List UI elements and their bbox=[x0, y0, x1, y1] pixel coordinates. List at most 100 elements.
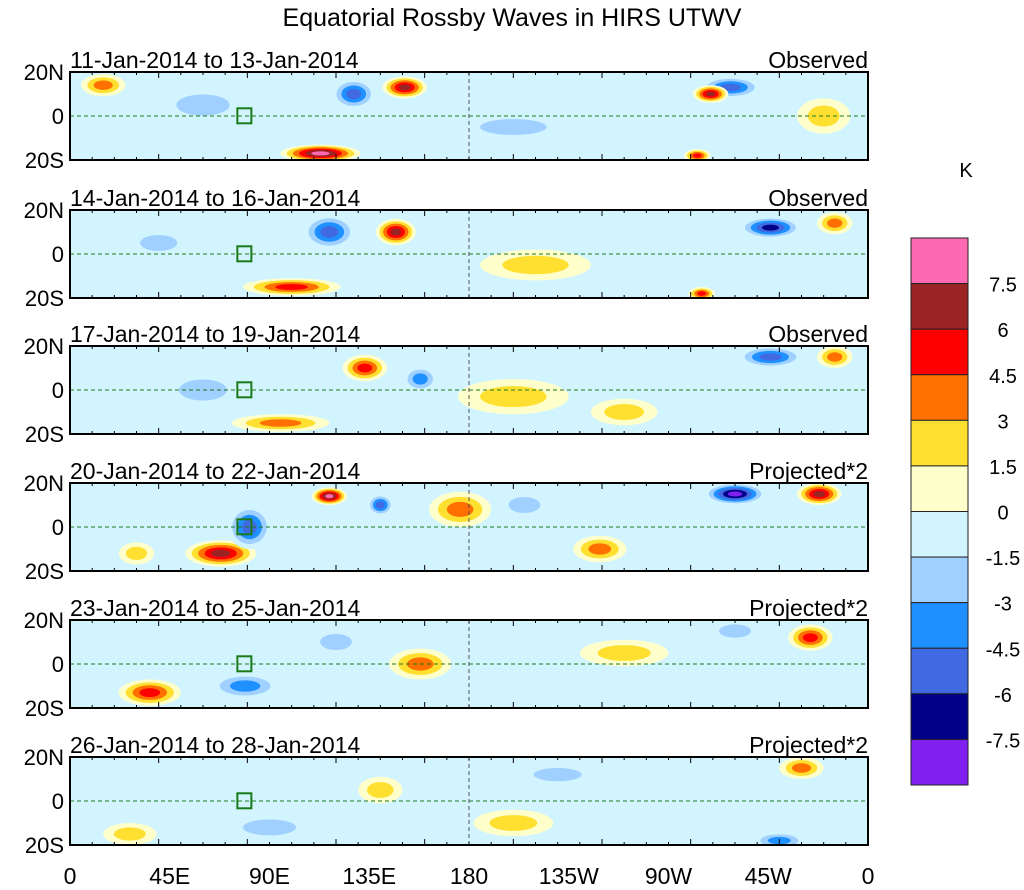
anomaly-contour bbox=[357, 363, 373, 373]
map-panel: 11-Jan-2014 to 13-Jan-2014 Observed 20N 0 20… bbox=[24, 47, 869, 173]
anomaly-contour bbox=[813, 491, 826, 497]
y-tick-label: 20S bbox=[25, 148, 64, 173]
anomaly-contour bbox=[93, 80, 113, 90]
anomaly-contour bbox=[311, 151, 330, 156]
anomaly-contour bbox=[325, 494, 334, 499]
anomaly-contour bbox=[390, 228, 402, 236]
anomaly-contour bbox=[275, 284, 308, 290]
anomaly-contour bbox=[827, 352, 843, 362]
anomaly-contour bbox=[125, 546, 148, 561]
region-box bbox=[236, 245, 253, 263]
anomaly-contour bbox=[489, 815, 538, 831]
y-tick-label: 0 bbox=[52, 104, 64, 129]
colorbar-swatch bbox=[910, 237, 969, 285]
y-tick-label: 20N bbox=[24, 60, 64, 85]
colorbar-swatch bbox=[910, 693, 969, 740]
anomaly-contour bbox=[533, 768, 582, 782]
anomaly-contour bbox=[229, 680, 261, 692]
anomaly-contour bbox=[727, 491, 743, 497]
anomaly-contour bbox=[692, 153, 702, 158]
y-tick-label: 20N bbox=[24, 745, 64, 770]
panel-data-type: Observed bbox=[768, 185, 868, 211]
region-box bbox=[236, 107, 253, 125]
anomaly-contour bbox=[697, 291, 707, 296]
x-tick-label: 135E bbox=[342, 863, 396, 889]
panel-date-range: 17-Jan-2014 to 19-Jan-2014 bbox=[70, 321, 360, 347]
anomaly-contour bbox=[588, 543, 612, 555]
region-box bbox=[236, 792, 253, 810]
anomaly-contour bbox=[502, 255, 569, 275]
anomaly-contour bbox=[827, 218, 843, 228]
y-tick-label: 0 bbox=[52, 242, 64, 267]
x-tick-label: 45W bbox=[745, 863, 793, 889]
x-tick-label: 135W bbox=[539, 863, 599, 889]
colorbar-level-label: 4.5 bbox=[989, 366, 1017, 388]
panel-date-range: 23-Jan-2014 to 25-Jan-2014 bbox=[70, 595, 360, 621]
anomaly-contour bbox=[762, 224, 779, 231]
panel-date-range: 11-Jan-2014 to 13-Jan-2014 bbox=[70, 47, 359, 73]
y-tick-label: 20N bbox=[24, 334, 64, 359]
y-tick-label: 0 bbox=[52, 652, 64, 677]
anomaly-contour bbox=[320, 634, 352, 650]
anomaly-contour bbox=[242, 819, 297, 836]
y-tick-label: 20N bbox=[24, 471, 64, 496]
colorbar-swatch bbox=[910, 602, 969, 649]
anomaly-contour bbox=[508, 497, 541, 513]
anomaly-contour bbox=[597, 645, 651, 661]
anomaly-contour bbox=[320, 226, 339, 238]
colorbar-level-label: -1.5 bbox=[986, 548, 1020, 570]
x-tick-label: 90E bbox=[249, 863, 290, 889]
panel-data-type: Projected*2 bbox=[749, 595, 868, 621]
anomaly-contour bbox=[211, 549, 231, 558]
map-panel: 17-Jan-2014 to 19-Jan-2014 Observed 20N 0 20… bbox=[24, 321, 869, 447]
colorbar-swatch bbox=[910, 738, 969, 786]
y-tick-label: 0 bbox=[52, 515, 64, 540]
anomaly-contour bbox=[113, 827, 146, 841]
y-tick-label: 20S bbox=[25, 422, 64, 447]
anomaly-contour bbox=[792, 763, 811, 773]
x-tick-label: 45E bbox=[149, 863, 190, 889]
colorbar-level-label: 0 bbox=[997, 503, 1008, 525]
anomaly-contour bbox=[242, 519, 257, 535]
y-tick-label: 20S bbox=[25, 696, 64, 721]
y-tick-label: 20S bbox=[25, 286, 64, 311]
panel-date-range: 14-Jan-2014 to 16-Jan-2014 bbox=[70, 185, 360, 211]
colorbar-units: K bbox=[959, 160, 973, 182]
y-tick-label: 20S bbox=[25, 559, 64, 584]
y-tick-label: 20N bbox=[24, 608, 64, 633]
anomaly-contour bbox=[446, 501, 474, 517]
colorbar-swatch bbox=[910, 419, 969, 467]
y-tick-label: 20S bbox=[25, 833, 64, 858]
anomaly-contour bbox=[719, 624, 751, 638]
anomaly-contour bbox=[480, 119, 547, 135]
y-tick-label: 0 bbox=[52, 378, 64, 403]
anomaly-contour bbox=[367, 782, 394, 798]
anomaly-contour bbox=[705, 91, 716, 97]
y-tick-label: 20N bbox=[24, 198, 64, 223]
x-tick-label: 0 bbox=[862, 863, 875, 889]
colorbar-level-label: -6 bbox=[994, 685, 1012, 707]
anomaly-contour bbox=[140, 235, 178, 251]
panel-data-type: Observed bbox=[768, 321, 868, 347]
anomaly-contour bbox=[259, 419, 302, 427]
colorbar-swatch bbox=[910, 556, 969, 604]
y-tick-label: 0 bbox=[52, 789, 64, 814]
colorbar-level-label: -7.5 bbox=[986, 730, 1020, 752]
anomaly-contour bbox=[375, 501, 385, 509]
chart-title: Equatorial Rossby Waves in HIRS UTWV bbox=[283, 4, 742, 32]
x-tick-label: 90W bbox=[645, 863, 693, 889]
colorbar-level-label: 1.5 bbox=[989, 457, 1017, 479]
panel-date-range: 20-Jan-2014 to 22-Jan-2014 bbox=[70, 458, 360, 484]
colorbar-swatch bbox=[910, 283, 969, 330]
map-panel: 26-Jan-2014 to 28-Jan-2014 Projected*2 20N… bbox=[24, 732, 869, 858]
anomaly-contour bbox=[807, 105, 840, 127]
colorbar-level-label: 3 bbox=[997, 411, 1008, 433]
anomaly-contour bbox=[802, 633, 818, 642]
anomaly-contour bbox=[759, 353, 782, 361]
colorbar: 7.5 6 4.5 3 1.5 0 -1.5 -3 -4.5 -6 -7.5 bbox=[910, 237, 1020, 786]
panel-date-range: 26-Jan-2014 to 28-Jan-2014 bbox=[70, 732, 360, 758]
map-panel: 23-Jan-2014 to 25-Jan-2014 Projected*2 20N… bbox=[24, 595, 869, 721]
anomaly-contour bbox=[604, 404, 645, 420]
